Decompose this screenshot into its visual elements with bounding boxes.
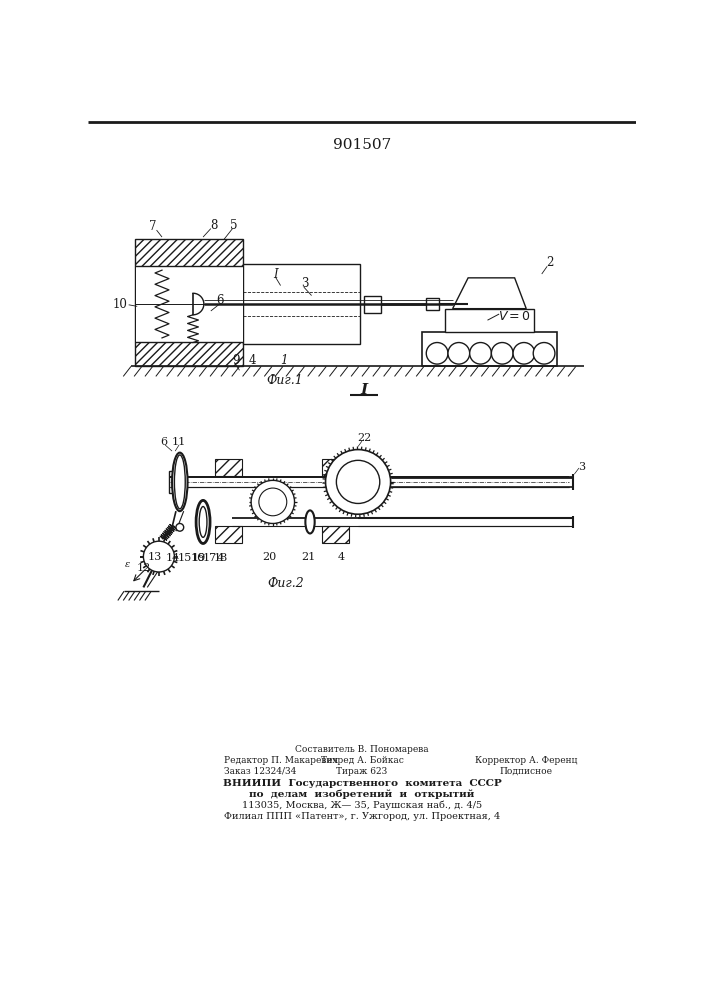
Text: Заказ 12324/34: Заказ 12324/34 <box>224 767 296 776</box>
Bar <box>322 459 349 476</box>
Text: 16: 16 <box>190 553 205 563</box>
Bar <box>243 264 360 344</box>
Bar <box>169 471 178 493</box>
Bar <box>215 459 242 476</box>
Text: 2: 2 <box>546 256 553 269</box>
Text: по  делам  изобретений  и  открытий: по делам изобретений и открытий <box>250 790 474 799</box>
Circle shape <box>259 488 287 516</box>
Text: 18: 18 <box>214 553 228 563</box>
Bar <box>426 298 440 310</box>
Text: Редактор П. Макаревич: Редактор П. Макаревич <box>224 756 338 765</box>
Text: 9: 9 <box>233 354 240 367</box>
Bar <box>135 239 243 366</box>
Text: 21: 21 <box>301 552 315 562</box>
Text: 4: 4 <box>249 354 257 367</box>
Circle shape <box>491 343 513 364</box>
Text: I: I <box>360 382 367 396</box>
Text: 12: 12 <box>136 563 151 573</box>
Text: ВНИИПИ  Государственного  комитета  СССР: ВНИИПИ Государственного комитета СССР <box>223 779 501 788</box>
Text: I: I <box>274 267 279 280</box>
Text: 1: 1 <box>280 354 288 367</box>
Text: 3: 3 <box>578 462 585 472</box>
Ellipse shape <box>199 507 207 537</box>
Text: Подписное: Подписное <box>500 767 553 776</box>
Circle shape <box>469 343 491 364</box>
Text: 4: 4 <box>337 552 344 562</box>
Circle shape <box>144 541 175 572</box>
Text: 6: 6 <box>160 437 167 447</box>
Text: 8: 8 <box>210 219 218 232</box>
Text: Техред А. Бойкас: Техред А. Бойкас <box>320 756 404 765</box>
Text: 19: 19 <box>192 553 206 563</box>
Text: ε: ε <box>124 560 130 569</box>
Text: 22: 22 <box>357 433 371 443</box>
Circle shape <box>426 343 448 364</box>
Text: 3: 3 <box>302 277 309 290</box>
Text: 10: 10 <box>112 298 127 311</box>
Text: 6: 6 <box>216 294 224 307</box>
Ellipse shape <box>175 455 185 509</box>
Text: Составитель В. Пономарева: Составитель В. Пономарева <box>295 745 428 754</box>
Text: 20: 20 <box>262 552 276 562</box>
Text: 7: 7 <box>149 220 156 233</box>
Bar <box>445 309 534 332</box>
Circle shape <box>251 480 295 523</box>
Text: 15: 15 <box>178 553 192 563</box>
Ellipse shape <box>196 500 210 544</box>
Bar <box>136 266 243 342</box>
Circle shape <box>176 523 184 531</box>
Circle shape <box>325 450 391 514</box>
Ellipse shape <box>172 453 187 511</box>
Bar <box>215 526 242 543</box>
Circle shape <box>513 343 534 364</box>
Text: 17: 17 <box>202 553 216 563</box>
Bar <box>421 332 557 366</box>
Bar <box>322 526 349 543</box>
Text: 901507: 901507 <box>333 138 391 152</box>
Text: 113035, Москва, Ж— 35, Раушская наб., д. 4/5: 113035, Москва, Ж— 35, Раушская наб., д.… <box>242 801 482 810</box>
Text: 5: 5 <box>230 219 238 232</box>
Circle shape <box>533 343 555 364</box>
Text: Корректор А. Ференц: Корректор А. Ференц <box>475 756 578 765</box>
Text: $V=0$: $V=0$ <box>498 310 531 323</box>
Text: 13: 13 <box>148 552 162 562</box>
Polygon shape <box>452 278 526 309</box>
Bar <box>363 296 380 312</box>
Text: 11: 11 <box>172 437 186 447</box>
Text: Фиг.1: Фиг.1 <box>266 374 303 387</box>
Text: Тираж 623: Тираж 623 <box>337 767 387 776</box>
Text: 14: 14 <box>165 553 180 563</box>
Text: Филиал ППП «Патент», г. Ужгород, ул. Проектная, 4: Филиал ППП «Патент», г. Ужгород, ул. Про… <box>224 812 500 821</box>
Text: 4: 4 <box>216 553 223 563</box>
Text: Фиг.2: Фиг.2 <box>268 577 305 590</box>
Circle shape <box>448 343 469 364</box>
Circle shape <box>337 460 380 503</box>
Ellipse shape <box>305 510 315 533</box>
